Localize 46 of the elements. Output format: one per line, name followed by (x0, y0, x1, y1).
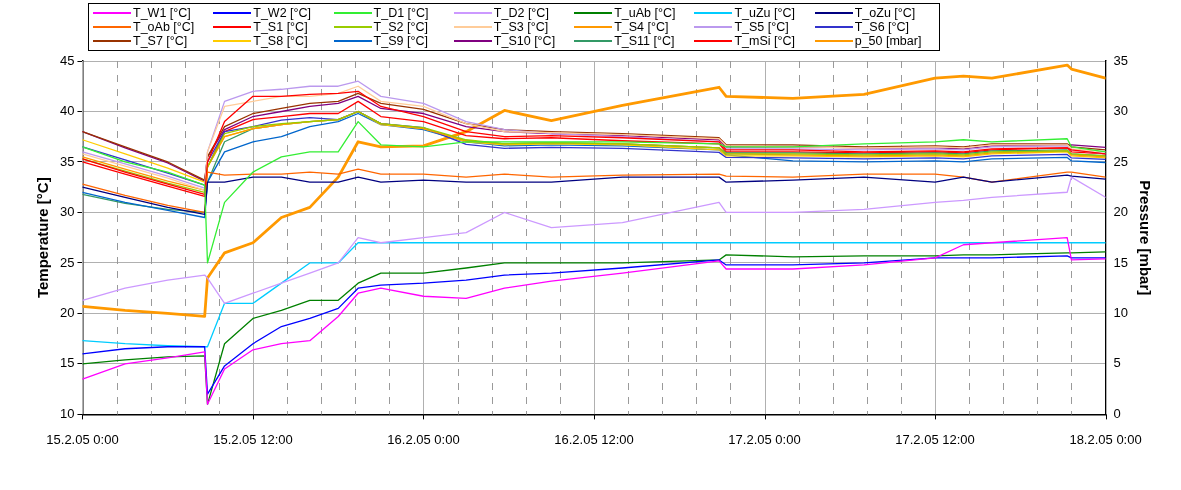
y-axis-title: Temperature [°C] (34, 177, 52, 299)
legend-label: T_S1 [°C] (253, 20, 308, 34)
legend-label: T_S6 [°C] (854, 20, 910, 34)
legend-label: T_oZu [°C] (854, 6, 916, 20)
x-tick-label: 17.2.05 12:00 (895, 431, 975, 447)
y-tick-label: 35 (59, 153, 75, 169)
legend-label: T_D1 [°C] (373, 6, 429, 20)
x-tick-label: 16.2.05 12:00 (554, 431, 634, 447)
legend-label: T_uZu [°C] (734, 6, 795, 20)
y-tick-label: 20 (59, 305, 75, 321)
y-tick-label: 10 (59, 405, 75, 421)
y-tick-label: 15 (59, 355, 75, 371)
legend-label: T_S9 [°C] (373, 34, 428, 48)
x-tick-label: 15.2.05 12:00 (213, 431, 293, 447)
x-tick-label: 16.2.05 0:00 (387, 431, 460, 447)
legend-label: T_S5 [°C] (734, 20, 789, 34)
legend-label: T_D2 [°C] (493, 6, 549, 20)
y2-tick-label: 15 (1113, 254, 1129, 270)
legend-label: T_S7 [°C] (133, 34, 188, 48)
legend-label: T_S2 [°C] (373, 20, 428, 34)
legend-label: T_S11 [°C] (614, 34, 675, 48)
y2-tick-label: 10 (1113, 305, 1129, 321)
y2-tick-label: 0 (1113, 405, 1121, 421)
legend-label: T_W2 [°C] (253, 6, 312, 20)
y2-axis-title: Pressure [mbar] (1136, 180, 1154, 296)
y-tick-label: 45 (59, 52, 75, 68)
legend-label: p_50 [mbar] (854, 34, 922, 48)
legend-label: T_S8 [°C] (253, 34, 308, 48)
legend-label: T_S4 [°C] (614, 20, 669, 34)
y2-tick-label: 5 (1113, 355, 1121, 371)
legend-label: T_mSi [°C] (734, 34, 795, 48)
y-tick-label: 40 (59, 103, 75, 119)
x-tick-label: 17.2.05 0:00 (728, 431, 801, 447)
y2-tick-label: 30 (1113, 103, 1129, 119)
y-tick-label: 30 (59, 204, 75, 220)
y2-tick-label: 20 (1113, 204, 1129, 220)
y2-tick-label: 25 (1113, 153, 1129, 169)
legend-label: T_oAb [°C] (133, 20, 195, 34)
legend-label: T_W1 [°C] (133, 6, 191, 20)
x-tick-label: 18.2.05 0:00 (1069, 431, 1142, 447)
y2-tick-label: 35 (1113, 52, 1129, 68)
x-tick-label: 15.2.05 0:00 (46, 431, 119, 447)
legend-label: T_S3 [°C] (493, 20, 549, 34)
legend-label: T_uAb [°C] (614, 6, 676, 20)
legend-label: T_S10 [°C] (493, 34, 556, 48)
y-tick-label: 25 (59, 254, 75, 270)
